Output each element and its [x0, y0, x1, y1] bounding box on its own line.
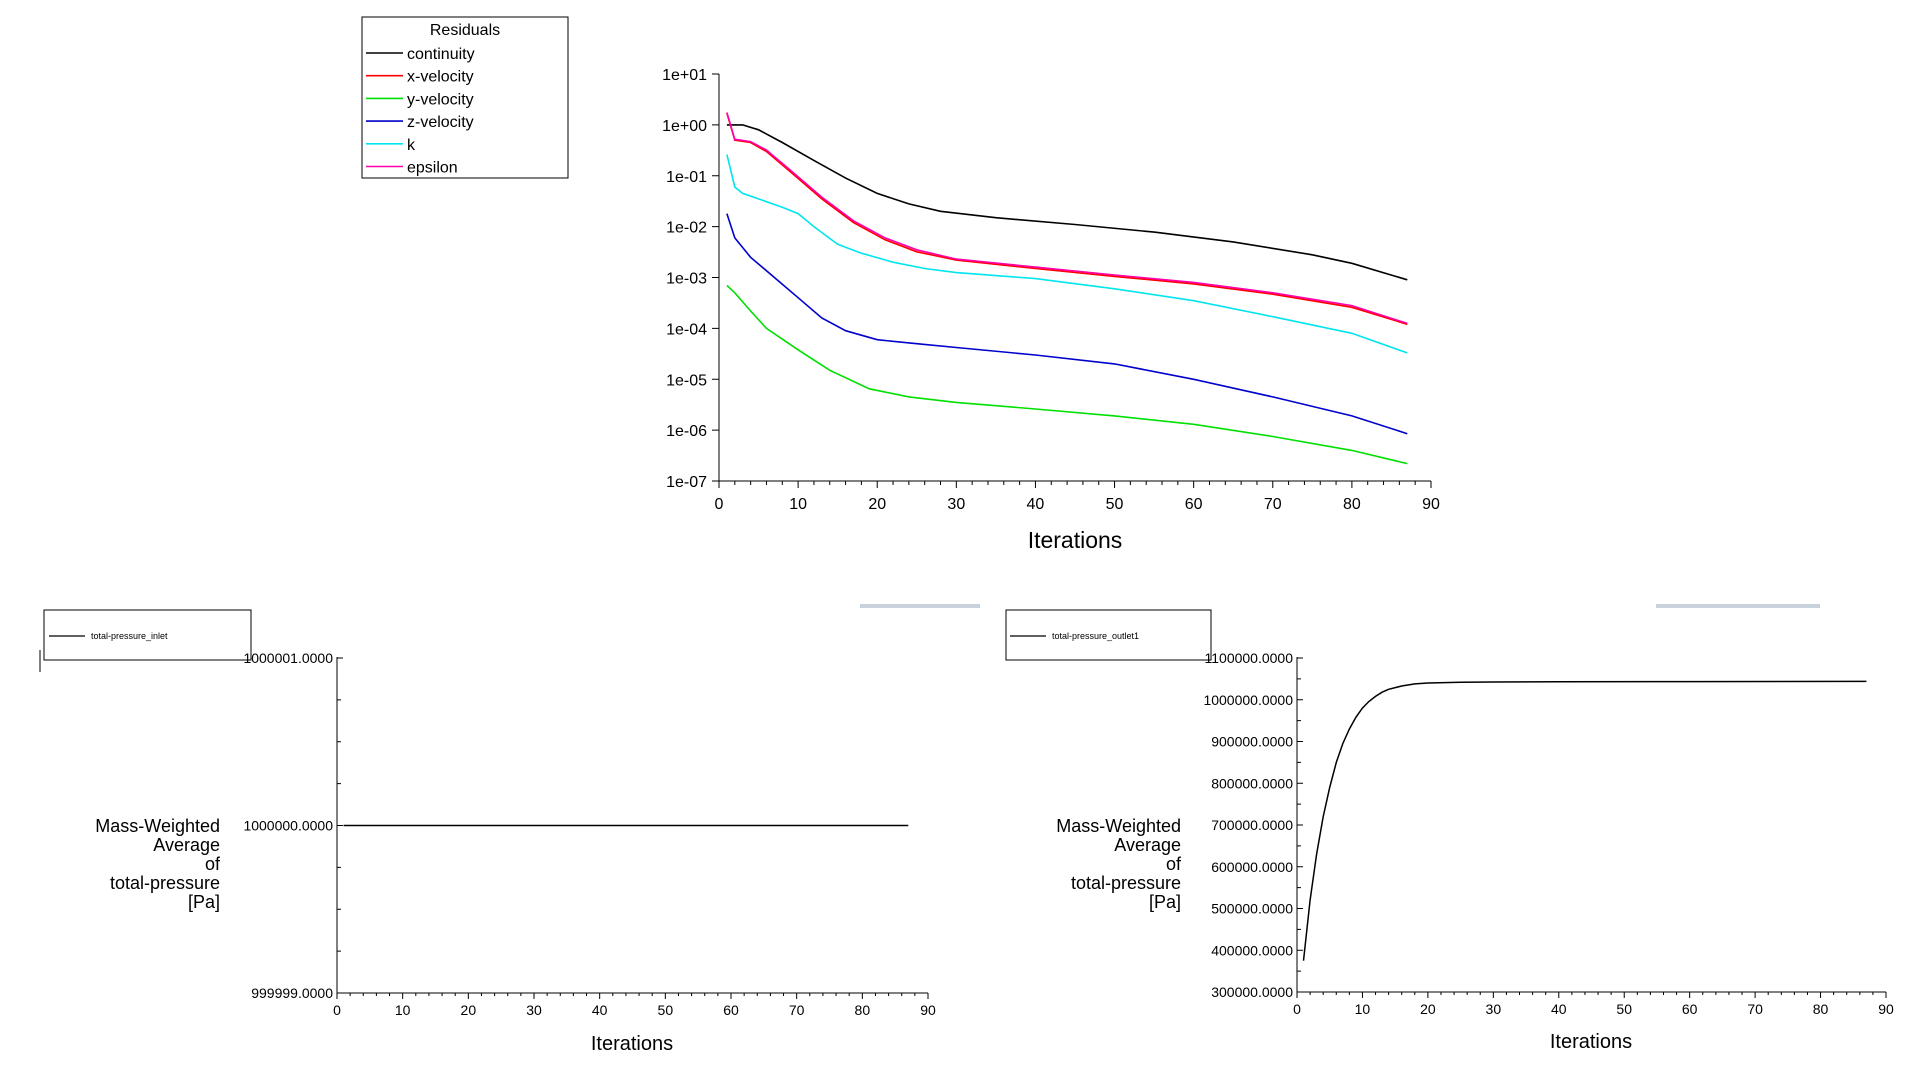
residuals-x-tick-label: 20: [868, 496, 886, 513]
residuals-x-tick-label: 30: [947, 496, 965, 513]
out-y-tick-label: 900000.0000: [1211, 734, 1293, 750]
series-continuity: [726, 124, 1408, 281]
residuals-y-tick-label: 1e-01: [666, 169, 707, 186]
series-k: [726, 154, 1408, 354]
inl-x-tick-label: 20: [461, 1002, 477, 1018]
inl-y-label-line: Average: [153, 835, 220, 855]
inl-x-tick-label: 70: [789, 1002, 805, 1018]
inlet-legend-box: [43, 609, 252, 661]
residuals-x-label: Iterations: [1028, 527, 1123, 553]
inl-y-tick-label: 1000000.0000: [243, 818, 333, 834]
out-y-tick-label: 800000.0000: [1211, 775, 1293, 791]
out-x-tick-label: 10: [1355, 1001, 1371, 1017]
inl-x-tick-label: 40: [592, 1002, 608, 1018]
series-x-velocity: [726, 112, 1408, 326]
out-x-tick-label: 30: [1486, 1001, 1502, 1017]
inl-x-tick-label: 60: [723, 1002, 739, 1018]
residuals-legend-box: [361, 16, 569, 179]
out-y-label-line: of: [1166, 854, 1182, 874]
out-y-tick-label: 500000.0000: [1211, 901, 1293, 917]
residuals-y-tick-label: 1e+01: [662, 67, 707, 84]
residuals-x-tick-label: 50: [1106, 496, 1124, 513]
out-x-tick-label: 80: [1813, 1001, 1829, 1017]
residuals-x-tick-label: 40: [1027, 496, 1045, 513]
residuals-x-tick-label: 0: [715, 496, 724, 513]
inl-x-tick-label: 80: [855, 1002, 871, 1018]
legend-label-z-velocity: z-velocity: [407, 114, 474, 131]
inl-x-tick-label: 0: [333, 1002, 341, 1018]
legend-label-epsilon: epsilon: [407, 160, 458, 177]
out-x-tick-label: 40: [1551, 1001, 1567, 1017]
out-x-tick-label: 90: [1878, 1001, 1894, 1017]
outlet-x-label: Iterations: [1550, 1031, 1632, 1053]
inlet-x-label: Iterations: [591, 1033, 673, 1055]
series-z-velocity: [726, 213, 1408, 435]
series-y-velocity: [726, 284, 1408, 465]
residuals-y-tick-label: 1e-06: [666, 423, 707, 440]
out-x-tick-label: 50: [1616, 1001, 1632, 1017]
residuals-x-tick-label: 60: [1185, 496, 1203, 513]
inl-x-tick-label: 90: [920, 1002, 936, 1018]
inl-y-tick-label: 1000001.0000: [243, 650, 333, 666]
residuals-y-tick-label: 1e+00: [662, 118, 707, 135]
residuals-y-tick-label: 1e-04: [666, 321, 707, 338]
residuals-x-tick-label: 90: [1422, 496, 1440, 513]
residuals-x-tick-label: 10: [789, 496, 807, 513]
residuals-y-tick-label: 1e-03: [666, 271, 707, 288]
residuals-y-tick-label: 1e-02: [666, 220, 707, 237]
legend-label-total-pressure_outlet1: total-pressure_outlet1: [1052, 631, 1139, 641]
out-y-label-line: total-pressure: [1071, 873, 1181, 893]
residuals-legend-title: Residuals: [430, 22, 500, 39]
out-x-tick-label: 20: [1420, 1001, 1436, 1017]
outlet-pressure-chart: total-pressure_outlet1 0 10 20 30 40 50 60 70 80…: [1005, 604, 1894, 1053]
out-y-tick-label: 1100000.0000: [1205, 650, 1294, 666]
out-y-tick-label: 1000000.0000: [1203, 692, 1293, 708]
legend-label-x-velocity: x-velocity: [407, 69, 474, 86]
residuals-y-tick-label: 1e-07: [666, 474, 707, 491]
legend-label-y-velocity: y-velocity: [407, 91, 474, 108]
out-x-tick-label: 0: [1293, 1001, 1301, 1017]
out-y-tick-label: 700000.0000: [1211, 817, 1293, 833]
out-y-tick-label: 600000.0000: [1211, 859, 1293, 875]
legend-label-continuity: continuity: [407, 46, 475, 63]
inlet-pressure-chart: total-pressure_inlet 0 10 20 30 40 50 60 70 80 90…: [39, 604, 980, 1055]
residuals-x-tick-label: 80: [1343, 496, 1361, 513]
legend-label-k: k: [407, 137, 416, 154]
inl-y-label-line: of: [205, 854, 221, 874]
out-y-tick-label: 300000.0000: [1211, 984, 1293, 1000]
inl-x-tick-label: 30: [526, 1002, 542, 1018]
out-y-label-line: Average: [1114, 835, 1181, 855]
out-y-label-line: Mass-Weighted: [1056, 816, 1181, 836]
residuals-x-tick-label: 70: [1264, 496, 1282, 513]
inl-y-label-line: [Pa]: [188, 892, 220, 912]
out-y-label-line: [Pa]: [1149, 892, 1181, 912]
inl-y-label-line: total-pressure: [110, 873, 220, 893]
inl-x-tick-label: 50: [658, 1002, 674, 1018]
series-total-pressure_outlet1: [1302, 680, 1867, 961]
out-x-tick-label: 60: [1682, 1001, 1698, 1017]
inl-x-tick-label: 10: [395, 1002, 411, 1018]
residuals-chart: Residuals continuity x-velocity y-velocity…: [361, 16, 1440, 553]
legend-label-total-pressure_inlet: total-pressure_inlet: [91, 631, 168, 641]
inl-y-label-line: Mass-Weighted: [95, 816, 220, 836]
out-y-tick-label: 400000.0000: [1211, 942, 1293, 958]
residuals-y-tick-label: 1e-05: [666, 372, 707, 389]
out-x-tick-label: 70: [1747, 1001, 1763, 1017]
inl-y-tick-label: 999999.0000: [251, 985, 333, 1001]
outlet-legend-box: [1005, 609, 1212, 661]
series-epsilon: [726, 112, 1408, 325]
